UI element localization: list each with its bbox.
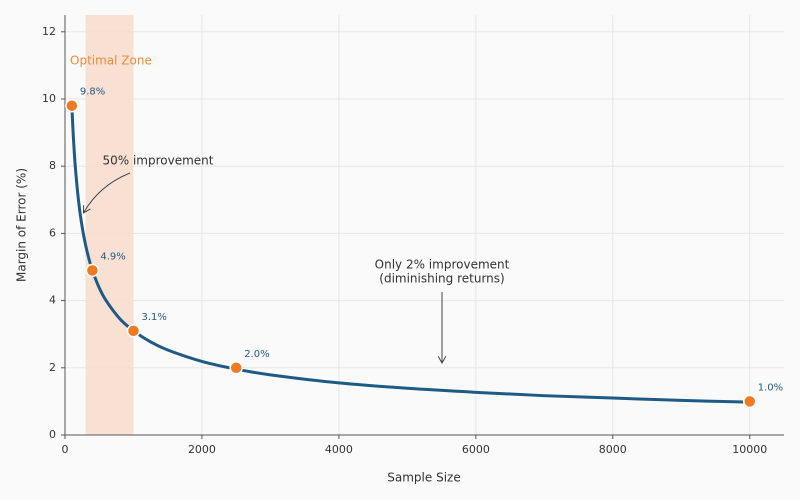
value-label: 4.9% <box>100 251 125 262</box>
y-tick-label: 8 <box>49 159 56 172</box>
value-label: 3.1% <box>141 312 166 323</box>
x-tick-label: 6000 <box>462 443 490 456</box>
x-tick-label: 2000 <box>188 443 216 456</box>
x-tick-label: 4000 <box>325 443 353 456</box>
y-tick-label: 10 <box>42 92 56 105</box>
x-axis-label: Sample Size <box>387 471 460 485</box>
x-tick-label: 0 <box>62 443 69 456</box>
x-tick-label: 10000 <box>732 443 767 456</box>
point <box>743 394 757 409</box>
point <box>85 263 100 278</box>
point <box>126 324 141 338</box>
y-tick-label: 12 <box>42 25 56 38</box>
zone-label: Optimal Zone <box>70 54 152 68</box>
x-tick-label: 8000 <box>599 443 627 456</box>
curve <box>70 105 750 404</box>
value-label: 9.8% <box>80 87 105 98</box>
annotation: Only 2% improvement <box>375 258 510 272</box>
point <box>65 98 79 113</box>
y-tick-label: 2 <box>49 361 56 374</box>
value-label: 1.0% <box>758 382 783 393</box>
value-label: 2.0% <box>244 349 269 360</box>
y-tick-label: 6 <box>49 226 56 239</box>
annotation-arrow <box>84 172 131 212</box>
annotation: 50% improvement <box>102 154 213 168</box>
optimal-zone <box>85 15 134 435</box>
point <box>229 361 243 375</box>
y-tick-label: 4 <box>49 294 56 307</box>
y-axis-label: Margin of Error (%) <box>15 168 29 282</box>
y-tick-label: 0 <box>49 428 56 441</box>
annotation: (diminishing returns) <box>379 272 504 286</box>
